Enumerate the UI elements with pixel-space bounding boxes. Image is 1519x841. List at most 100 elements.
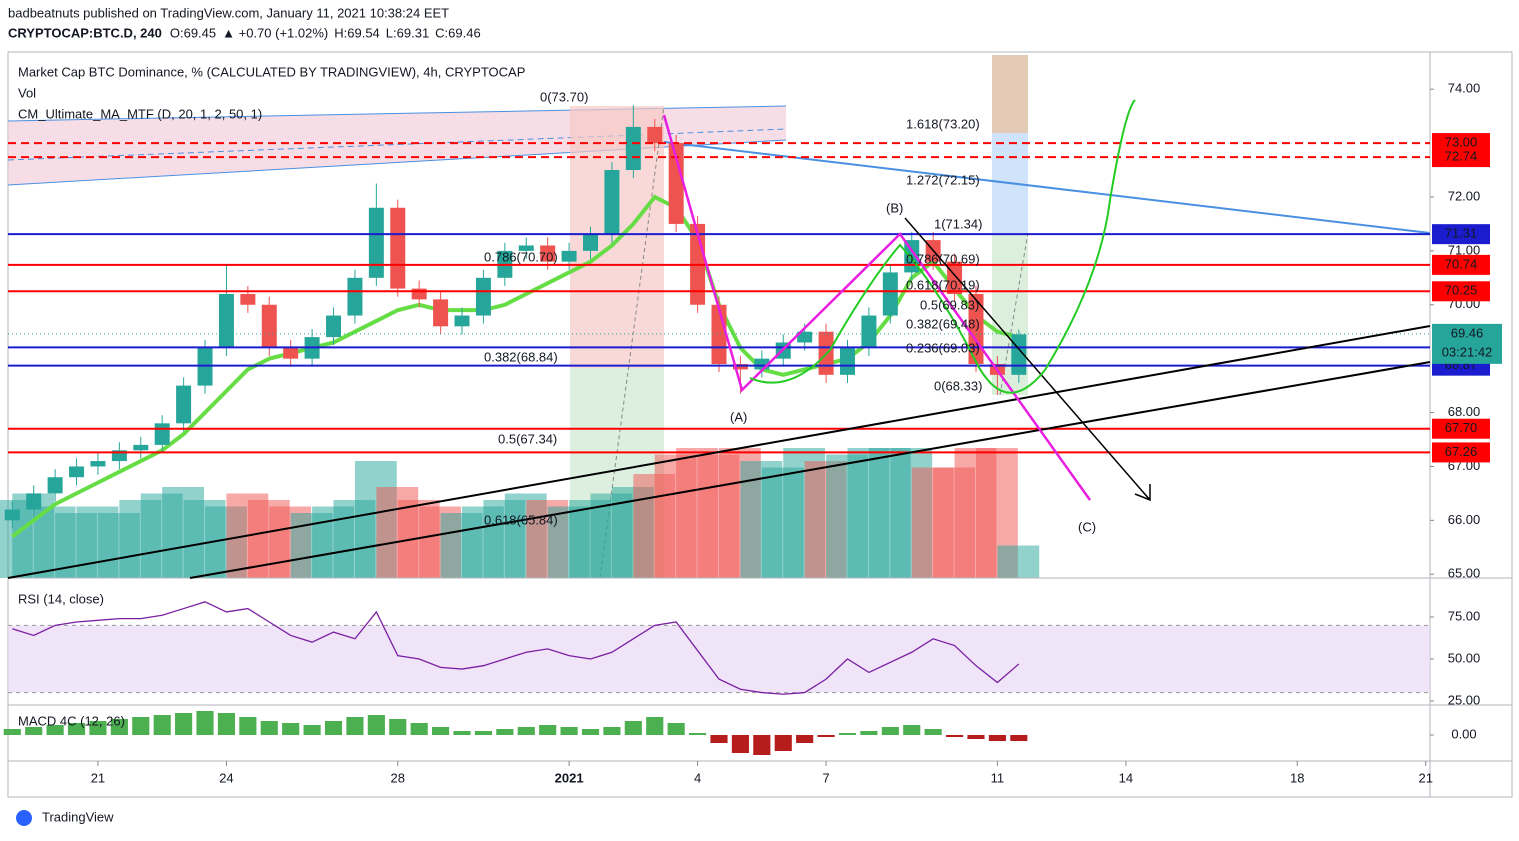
y-tick-label: 65.00 [1448, 566, 1481, 581]
rsi-line [12, 601, 1020, 695]
macd-bar [774, 735, 792, 751]
candle-body [882, 272, 898, 316]
macd-bar [838, 733, 857, 735]
x-tick-label: 14 [1119, 770, 1133, 785]
chart-title: Market Cap BTC Dominance, % (CALCULATED … [18, 64, 525, 79]
level-label: 72.74 [1445, 149, 1478, 164]
level-label: 73.00 [1445, 135, 1478, 150]
y-tick-label: 75.00 [1448, 608, 1481, 623]
macd-bar [196, 711, 214, 735]
macd-bar [132, 717, 150, 735]
candle-body [668, 143, 684, 224]
macd-bar [731, 735, 749, 753]
annotation: 0.618(65.84) [484, 512, 558, 527]
level-label-box [1432, 281, 1490, 302]
quote-item: O:69.45 [170, 25, 216, 40]
macd-bar [646, 717, 664, 735]
macd-bar [303, 725, 321, 735]
brand-logo [16, 810, 32, 826]
x-tick-label: 11 [991, 770, 1005, 785]
macd-bar [517, 727, 535, 735]
y-tick-label: 25.00 [1448, 692, 1481, 707]
candle-body [26, 493, 42, 510]
candle-body [454, 315, 470, 327]
arrow-head [1134, 484, 1151, 502]
macd-bar [946, 735, 964, 737]
macd-bar [89, 721, 107, 735]
macd-bar [389, 719, 407, 735]
candle-body [411, 288, 427, 300]
macd-bar [903, 725, 921, 735]
annotation: 0.5(69.83) [920, 297, 979, 312]
candle-body [604, 170, 620, 235]
candle-body [732, 364, 748, 370]
macd-bar [474, 731, 492, 735]
y-tick-label: 74.00 [1448, 81, 1481, 96]
level-label: 67.26 [1445, 444, 1478, 459]
candle-body [197, 347, 213, 386]
macd-bar [217, 713, 236, 735]
macd-bar [539, 725, 557, 735]
macd-bar [153, 715, 171, 735]
macd-bar [881, 727, 899, 735]
y-tick-label: 68.00 [1448, 404, 1481, 419]
pane-title: MACD 4C (12, 26) [18, 713, 125, 728]
annotation: (B) [886, 200, 903, 215]
candle-body [540, 245, 556, 262]
macd-bar [753, 735, 771, 755]
y-tick-label: 71.00 [1448, 242, 1481, 257]
macd-bar [967, 735, 985, 739]
last-price-box [1432, 323, 1502, 364]
macd-bar [367, 715, 385, 735]
macd-bar [239, 717, 257, 735]
macd-bar [581, 729, 600, 735]
candle-body [711, 304, 727, 365]
level-label-box [1432, 442, 1490, 463]
level-label: 71.31 [1445, 226, 1478, 241]
y-tick-label: 0.00 [1451, 726, 1476, 741]
x-tick-label: 21 [91, 770, 105, 785]
quote-item: ▲ +0.70 (+1.02%) [222, 25, 328, 40]
candle-body [433, 299, 449, 327]
macd-bar [282, 723, 300, 735]
candle-body [625, 126, 641, 171]
macd-bar [432, 727, 450, 735]
macd-bar [924, 729, 942, 735]
annotation: 0.618(70.19) [906, 277, 980, 292]
macd-bar [453, 731, 471, 735]
candle-body [368, 207, 384, 278]
quote-item: L:69.31 [386, 25, 429, 40]
macd-bar [860, 731, 878, 735]
candle-body [647, 126, 663, 144]
macd-bar [710, 735, 728, 743]
wave-line [662, 114, 1092, 501]
macd-bar [796, 735, 814, 743]
annotation: 0.5(67.34) [498, 431, 557, 446]
level-label-box [1432, 418, 1490, 439]
macd-bar [496, 729, 514, 735]
annotation: 0.382(69.48) [906, 316, 980, 331]
candle-body [583, 234, 599, 251]
candle-body [518, 245, 534, 251]
candle-body [154, 423, 170, 445]
x-tick-label: 21 [1418, 770, 1432, 785]
level-label-box [1432, 224, 1490, 245]
annotation: 0.786(70.69) [906, 251, 980, 266]
macd-bar [689, 733, 707, 735]
annotation: (A) [730, 409, 747, 424]
annotation: 0.382(68.84) [484, 349, 558, 364]
macd-bar [667, 723, 685, 735]
level-label: 70.74 [1445, 256, 1478, 271]
candle-body [240, 293, 256, 305]
macd-bar [1010, 735, 1028, 741]
macd-bar [603, 727, 621, 735]
trend-line [189, 361, 1431, 579]
candle-body [797, 331, 813, 343]
projection-curve [749, 99, 1136, 394]
annotation: 1(71.34) [934, 216, 982, 231]
level-label: 67.70 [1445, 420, 1478, 435]
macd-bar [3, 729, 21, 735]
quote-item: C:69.46 [435, 25, 481, 40]
candle-body [133, 444, 149, 451]
x-tick-label: 28 [391, 770, 405, 785]
